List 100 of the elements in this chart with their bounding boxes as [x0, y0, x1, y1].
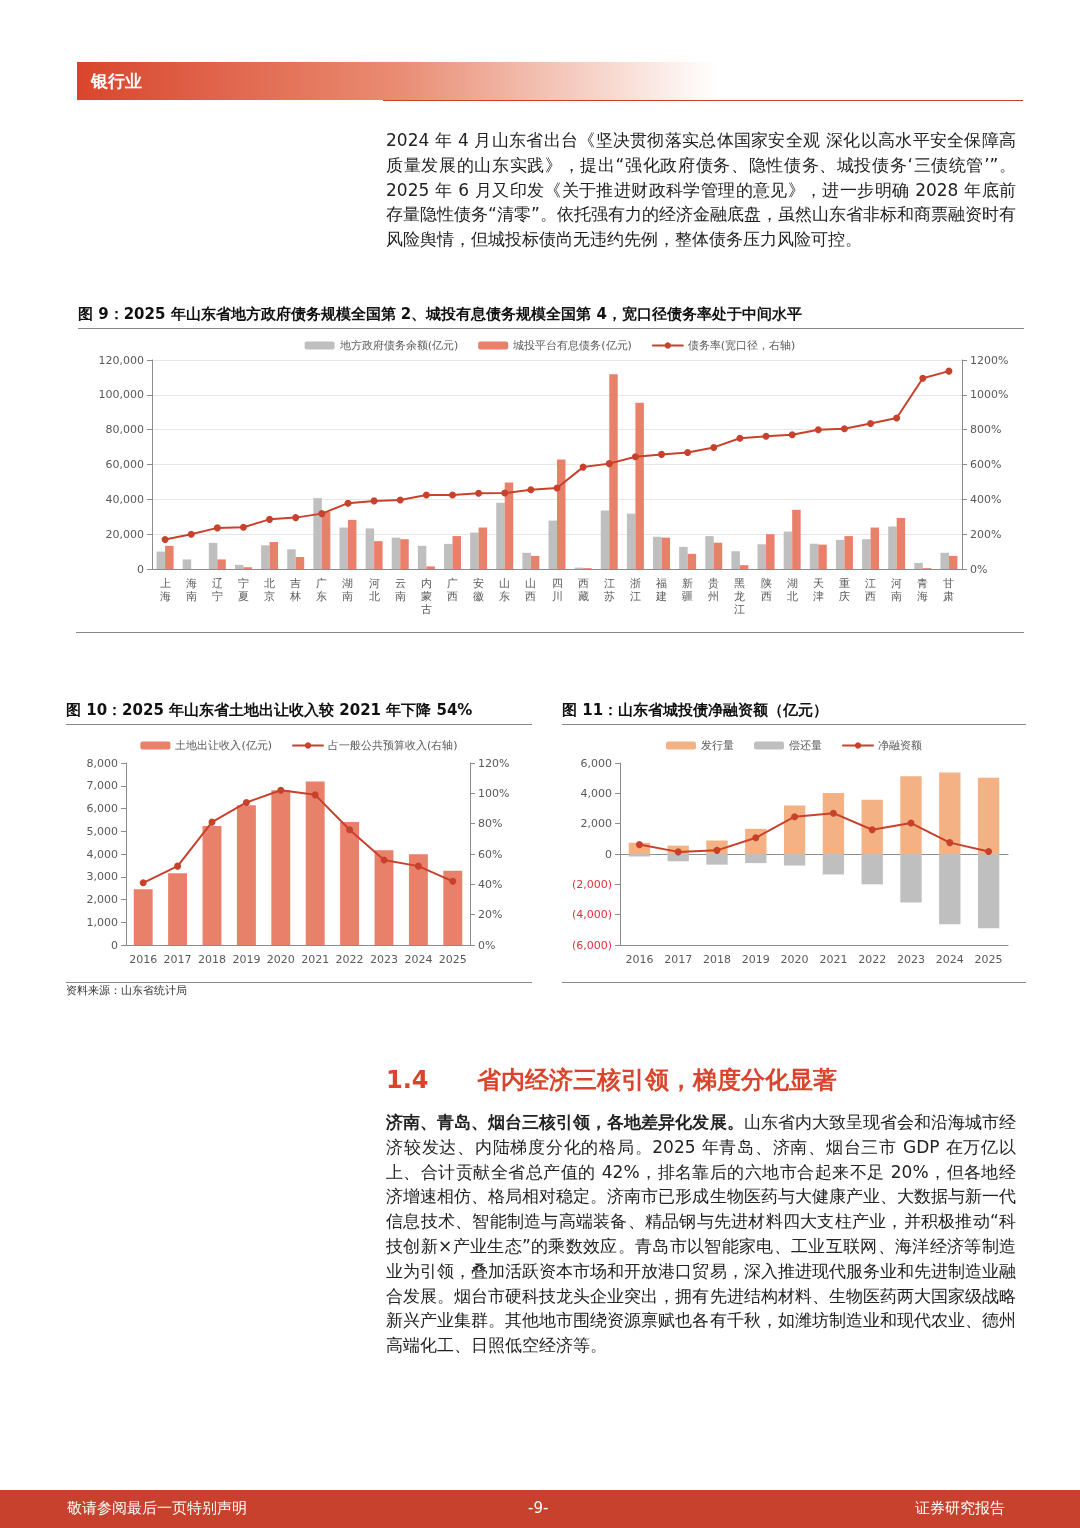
- bar: [557, 459, 566, 569]
- y2-tick-label: 800%: [970, 423, 1002, 437]
- point: [605, 460, 613, 468]
- point: [736, 434, 744, 442]
- x-tick-label: 2019: [232, 953, 261, 966]
- point: [242, 798, 250, 806]
- bar: [496, 502, 505, 569]
- point: [945, 367, 953, 375]
- text: 证券研究报告: [915, 1499, 1005, 1518]
- legend-label: 债务率(宽口径，右轴): [687, 339, 796, 352]
- point: [344, 499, 352, 507]
- bar: [347, 519, 357, 569]
- point: [684, 448, 692, 456]
- y-tick-label: 2,000: [580, 817, 612, 831]
- y-tick-label: 40,000: [105, 492, 144, 506]
- point: [501, 489, 509, 497]
- point: [311, 791, 319, 799]
- point: [161, 536, 169, 544]
- x-tick-label: 2021: [819, 953, 848, 966]
- bar: [862, 539, 871, 569]
- bar: [365, 528, 375, 569]
- legend-label: 净融资额: [878, 739, 922, 752]
- legend-label: 土地出让收入(亿元): [175, 739, 273, 752]
- x-tick-label: 福建: [655, 577, 668, 603]
- bar: [339, 527, 348, 569]
- bar: [168, 873, 188, 945]
- bar: [835, 539, 845, 569]
- text: 2024 年 4 月山东省出台《坚决贯彻落实总体国家安全观 深化以高水平安全保障高质量发展的山东实践》，提出“强化政府债务、隐性债务、城投债务‘三债统管’”。2025 年 6 月又印发《关于推进财政科学管理的意见》，进一步明确 2028 年底前存量隐性债务“清零”。依托强有力的经济金融底盘，虽然山东省非标和商票融资时有风险舆情，但城投标债尚无违约先例，整体债务压力风险可控。: [386, 129, 1016, 252]
- bar: [208, 542, 218, 569]
- point: [475, 489, 483, 497]
- y2-tick-label: 400%: [970, 492, 1002, 506]
- x-tick-label: 甘肃: [943, 577, 955, 603]
- bar: [408, 854, 428, 945]
- bar: [626, 513, 636, 569]
- x-tick-label: 2023: [897, 953, 925, 966]
- point: [527, 486, 535, 494]
- point: [448, 491, 456, 499]
- y2-tick-label: 120%: [478, 756, 510, 770]
- bar: [374, 541, 383, 569]
- bar: [792, 509, 801, 569]
- y2-tick-label: 200%: [970, 527, 1002, 541]
- point: [710, 443, 718, 451]
- bar: [530, 555, 540, 569]
- bar: [287, 549, 296, 569]
- x-tick-label: 海南: [185, 577, 197, 603]
- legend-label: 城投平台有息债务(亿元): [512, 339, 632, 352]
- bar: [133, 889, 153, 945]
- legend-label: 发行量: [701, 739, 734, 752]
- point: [868, 826, 876, 834]
- bar: [295, 556, 305, 569]
- x-tick-label: 2024: [404, 953, 433, 966]
- point: [346, 826, 354, 834]
- point: [791, 813, 799, 821]
- bar: [870, 527, 880, 569]
- bar: [844, 536, 853, 569]
- y2-tick-label: 80%: [478, 817, 503, 831]
- text: 济南、青岛、烟台三核引领，各地差异化发展。: [386, 1112, 744, 1132]
- text: -9-: [528, 1499, 549, 1517]
- bar: [202, 826, 222, 945]
- bar: [234, 564, 244, 569]
- x-tick-label: 云南: [394, 577, 406, 603]
- bar: [900, 776, 922, 854]
- bar: [661, 537, 671, 569]
- text: 敬请参阅最后一页特别声明: [67, 1499, 247, 1518]
- bar: [443, 870, 463, 945]
- bar: [426, 566, 435, 569]
- y-tick-label: (4,000): [571, 908, 612, 922]
- x-tick-label: 2025: [438, 953, 467, 966]
- point: [318, 510, 326, 518]
- x-tick-label: 2025: [974, 953, 1003, 966]
- bar: [705, 536, 714, 569]
- point: [788, 431, 796, 439]
- y2-tick-label: 600%: [970, 458, 1002, 471]
- x-tick-label: 青海: [917, 577, 929, 603]
- x-tick-label: 重庆: [838, 577, 850, 603]
- bar: [417, 545, 427, 569]
- bar: [504, 482, 514, 569]
- y-tick-label: 7,000: [86, 779, 118, 793]
- bar: [269, 542, 279, 569]
- y-tick-label: (6,000): [571, 938, 612, 952]
- y-tick-label: 0: [605, 847, 612, 861]
- bar: [452, 536, 461, 569]
- point: [187, 530, 195, 538]
- legend-label: 占一般公共预算收入(右轴): [328, 739, 458, 752]
- legend-label: 偿还量: [789, 739, 822, 752]
- bar: [548, 520, 557, 569]
- point: [370, 497, 378, 505]
- bar: [374, 850, 394, 945]
- point: [292, 514, 300, 522]
- y2-tick-label: 0%: [478, 938, 496, 952]
- y-tick-label: 8,000: [86, 756, 118, 770]
- x-tick-label: 山东: [499, 577, 511, 603]
- bar: [522, 552, 531, 569]
- point: [266, 515, 274, 523]
- bar: [822, 854, 845, 875]
- text: 资料来源：山东省统计局: [66, 983, 187, 998]
- x-tick-label: 2022: [335, 953, 364, 966]
- point: [239, 523, 247, 531]
- bar: [939, 772, 961, 854]
- x-tick-label: 新疆: [682, 577, 694, 603]
